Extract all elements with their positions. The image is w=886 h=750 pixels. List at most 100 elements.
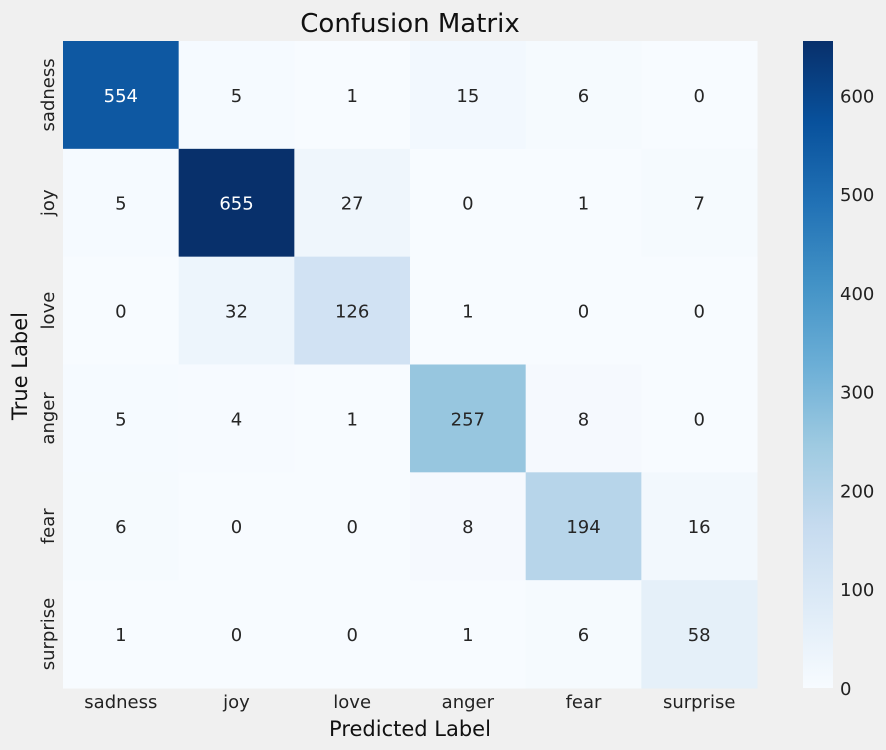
heatmap-cell: [63, 148, 180, 258]
heatmap-cell: [178, 364, 295, 473]
heatmap-cell: [178, 148, 295, 258]
cell-value-label: 5: [115, 409, 126, 430]
cell-value-label: 58: [688, 625, 711, 646]
heatmap-cell: [294, 256, 411, 365]
cell-value-label: 1: [115, 625, 126, 646]
heatmap-cell: [525, 41, 642, 150]
heatmap-cell: [294, 41, 411, 150]
heatmap-cell: [525, 580, 642, 689]
heatmap-cell: [525, 148, 642, 258]
heatmap-cell: [178, 256, 295, 365]
colorbar-tick-label: 600: [840, 86, 874, 107]
cell-value-label: 0: [231, 625, 242, 646]
colorbar-tick-label: 200: [840, 481, 874, 502]
heatmap-cell: [525, 256, 642, 365]
cell-value-label: 5: [115, 194, 126, 215]
heatmap-cell: [525, 472, 642, 581]
cell-value-label: 257: [451, 409, 485, 430]
colorbar-tick-labels: 0 100 200 300 400 500 600: [840, 86, 874, 700]
cell-value-label: 0: [693, 302, 704, 323]
heatmap-cell: [641, 256, 758, 365]
colorbar-tick-label: 100: [840, 580, 874, 601]
heatmap-cell: [294, 580, 411, 689]
heatmap-cell: [525, 364, 642, 473]
heatmap-cell: [63, 364, 180, 473]
cell-value-label: 5: [231, 86, 242, 107]
x-tick-label: joy: [222, 692, 250, 713]
x-tick-label: surprise: [663, 692, 735, 713]
cell-value-label: 32: [225, 302, 248, 323]
heatmap-cell: [63, 472, 180, 581]
colorbar-tick-label: 500: [840, 185, 874, 206]
x-tick-label: anger: [442, 692, 495, 713]
cell-value-label: 1: [462, 625, 473, 646]
heatmap-cell: [63, 580, 180, 689]
cell-value-label: 27: [341, 194, 364, 215]
cell-value-label: 655: [219, 194, 253, 215]
y-tick-label: anger: [38, 392, 59, 445]
cell-value-label: 554: [104, 86, 138, 107]
heatmap-cell: [410, 41, 527, 150]
cell-value-label: 0: [346, 625, 357, 646]
cell-value-label: 1: [346, 86, 357, 107]
heatmap-cell: [178, 41, 295, 150]
heatmap-cell: [410, 472, 527, 581]
heatmap-cell: [410, 148, 527, 258]
heatmap-cell: [641, 364, 758, 473]
cell-value-label: 0: [693, 86, 704, 107]
cell-value-label: 6: [115, 517, 126, 538]
x-tick-label: fear: [566, 692, 602, 713]
cell-value-label: 8: [462, 517, 473, 538]
cell-value-label: 7: [693, 194, 704, 215]
cell-value-label: 194: [566, 517, 600, 538]
cell-value-label: 0: [693, 409, 704, 430]
cell-value-label: 6: [578, 86, 589, 107]
x-tick-labels: sadness joy love anger fear surprise: [84, 692, 735, 713]
heatmap-cell: [641, 580, 758, 689]
colorbar: [803, 41, 833, 688]
heatmap-cell: [410, 256, 527, 365]
cell-value-label: 0: [231, 517, 242, 538]
heatmap-cell: [294, 364, 411, 473]
cell-value-label: 0: [115, 302, 126, 323]
y-tick-label: sadness: [38, 58, 59, 131]
y-tick-label: fear: [38, 508, 59, 544]
cell-value-label: 0: [578, 302, 589, 323]
heatmap-cell: [294, 148, 411, 258]
heatmap-cell: [63, 41, 180, 150]
colorbar-tick-label: 400: [840, 284, 874, 305]
heatmap-cell: [178, 580, 295, 689]
y-tick-label: love: [38, 292, 59, 330]
cell-value-label: 1: [346, 409, 357, 430]
y-tick-labels: sadness joy love anger fear surprise: [38, 58, 59, 670]
cell-value-label: 1: [462, 302, 473, 323]
heatmap-cell-labels: 554 5 1 15 6 0 5 655 27 0 1 7 0 32 126 1 0 0 5 4 1 257 8 0 6 0 0 8 1…: [104, 86, 711, 646]
colorbar-tick-label: 300: [840, 383, 874, 404]
cell-value-label: 4: [231, 409, 242, 430]
colorbar-tick-label: 0: [840, 679, 851, 700]
cell-value-label: 15: [456, 86, 479, 107]
heatmap-cells: [63, 41, 758, 689]
heatmap-cell: [641, 148, 758, 258]
y-axis-label: True Label: [8, 312, 32, 421]
y-tick-label: surprise: [38, 598, 59, 670]
heatmap-cell: [641, 41, 758, 150]
cell-value-label: 16: [688, 517, 711, 538]
heatmap-cell: [410, 580, 527, 689]
x-tick-label: sadness: [84, 692, 157, 713]
cell-value-label: 0: [462, 194, 473, 215]
heatmap-cell: [294, 472, 411, 581]
heatmap-cell: [178, 472, 295, 581]
heatmap-cell: [63, 256, 180, 365]
cell-value-label: 1: [578, 194, 589, 215]
x-axis-label: Predicted Label: [329, 717, 491, 741]
chart-title: Confusion Matrix: [300, 9, 519, 39]
x-tick-label: love: [333, 692, 371, 713]
heatmap-cell: [410, 364, 527, 473]
heatmap-cell: [641, 472, 758, 581]
cell-value-label: 0: [346, 517, 357, 538]
y-tick-label: joy: [38, 189, 59, 217]
cell-value-label: 126: [335, 302, 369, 323]
cell-value-label: 6: [578, 625, 589, 646]
